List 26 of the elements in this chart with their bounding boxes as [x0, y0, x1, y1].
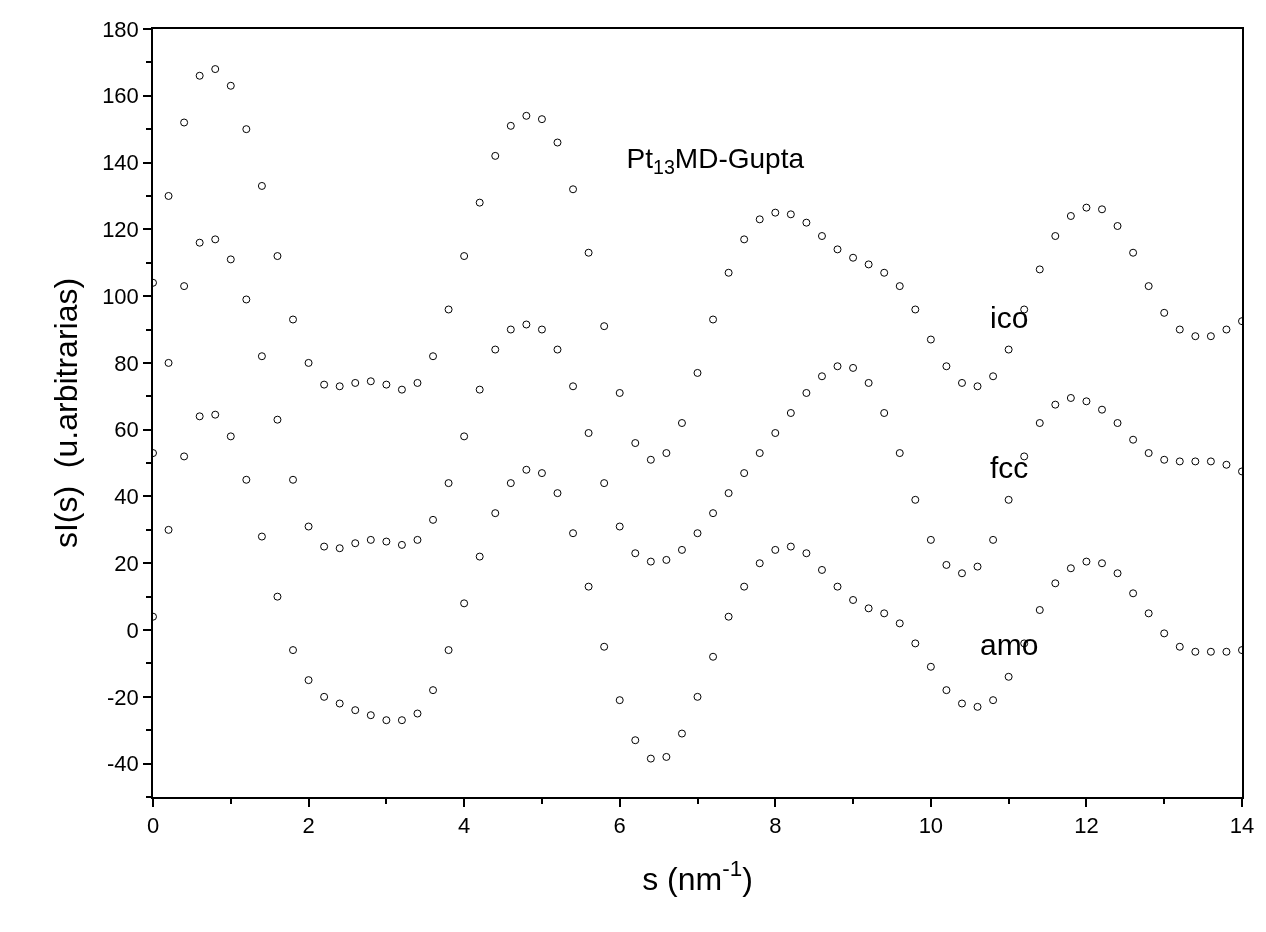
y-tick-label: 80 — [114, 350, 139, 376]
y-tick-label: 0 — [126, 617, 139, 643]
x-tick-label: 12 — [1074, 813, 1099, 839]
y-tick-label: 180 — [102, 16, 139, 42]
x-tick-label: 0 — [146, 813, 160, 839]
y-tick-label: 100 — [102, 283, 139, 309]
y-tick-label: -40 — [107, 751, 139, 777]
series-label: amo — [980, 628, 1039, 661]
y-tick-label: 120 — [102, 217, 139, 243]
x-tick-label: 4 — [458, 813, 471, 839]
x-tick-label: 2 — [302, 813, 315, 839]
y-tick-label: 140 — [102, 150, 139, 176]
series-label: ico — [990, 301, 1029, 334]
y-tick-label: 160 — [102, 83, 139, 109]
x-tick-label: 14 — [1229, 813, 1255, 839]
y-tick-label: 40 — [114, 484, 139, 510]
x-tick-label: 8 — [769, 813, 782, 839]
x-tick-label: 10 — [918, 813, 944, 839]
y-tick-label: 20 — [114, 550, 139, 576]
y-tick-label: 60 — [114, 417, 139, 443]
text: Pt$_{13}$MD-Gupta — [626, 143, 805, 179]
y-tick-label: -20 — [107, 684, 139, 710]
y-axis-title: sI(s) (u.arbitrarias) — [47, 277, 84, 549]
x-tick-label: 6 — [613, 813, 626, 839]
series-label: fcc — [990, 451, 1029, 484]
x-axis-title: s (nm$^{-1}$) — [642, 856, 753, 897]
